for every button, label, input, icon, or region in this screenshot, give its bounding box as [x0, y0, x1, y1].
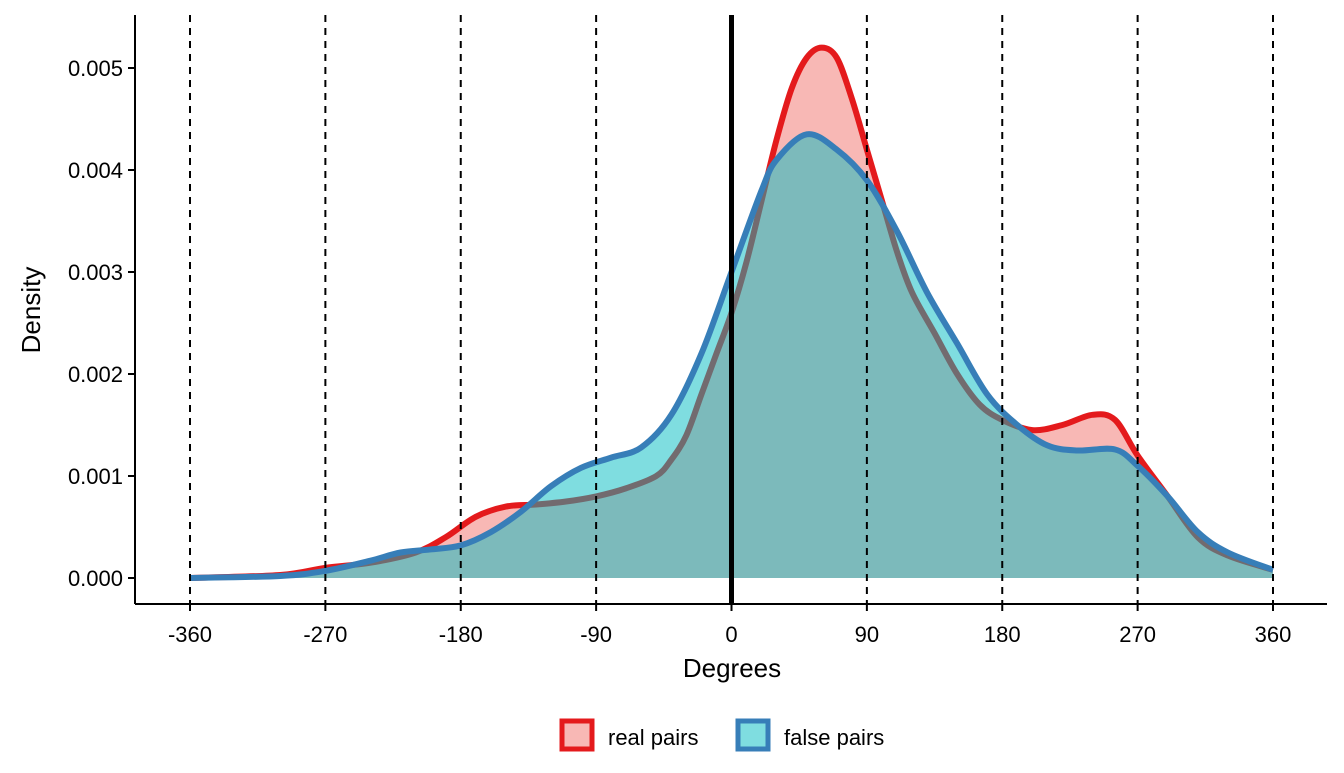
y-tick-label: 0.004: [68, 158, 123, 183]
legend: real pairs false pairs: [559, 718, 884, 752]
y-tick-label: 0.000: [68, 566, 123, 591]
legend-key-real-pairs: [559, 718, 595, 752]
x-tick-label: -270: [303, 622, 347, 647]
x-axis-label: Degrees: [683, 653, 781, 683]
legend-label-false-pairs: false pairs: [784, 725, 884, 750]
reference-lines: [189, 15, 1274, 604]
real-pairs-line: [189, 44, 1274, 581]
y-axis-label: Density: [16, 267, 46, 354]
y-tick-label: 0.005: [68, 56, 123, 81]
x-tick-label: 270: [1119, 622, 1156, 647]
x-tick-label: 180: [984, 622, 1021, 647]
y-tick-label: 0.002: [68, 362, 123, 387]
x-tick-label: 0: [725, 622, 737, 647]
x-tick-label: 90: [855, 622, 879, 647]
x-tick-label: -90: [580, 622, 612, 647]
y-tick-label: 0.003: [68, 260, 123, 285]
y-tick-label: 0.001: [68, 464, 123, 489]
legend-label-real-pairs: real pairs: [608, 725, 698, 750]
false-pairs-line: [189, 131, 1275, 581]
legend-key-false-pairs: [735, 718, 771, 752]
x-tick-label: -180: [439, 622, 483, 647]
x-tick-label: 360: [1255, 622, 1292, 647]
x-tick-label: -360: [168, 622, 212, 647]
axes: -360 -270 -180 -90 0 90 180 270 360 0.000 0.001 0.0…: [68, 15, 1327, 647]
